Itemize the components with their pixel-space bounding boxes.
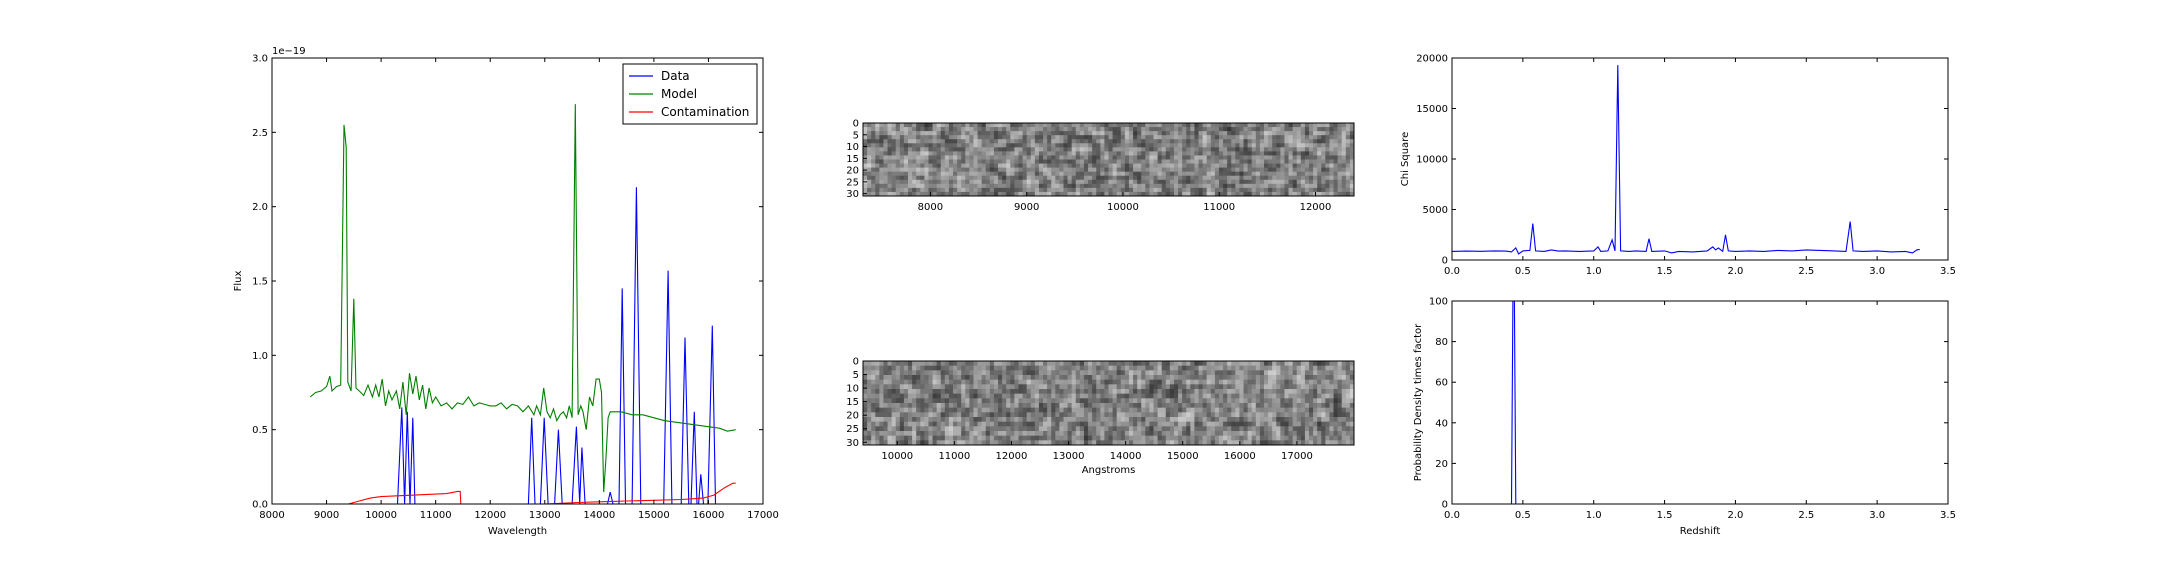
chisq-series-line-0: [1451, 65, 1920, 255]
image-top-x-tick-label: 12000: [1300, 202, 1332, 213]
chisq-y-tick-label: 15000: [1416, 104, 1448, 115]
legend-label-contamination: Contamination: [661, 105, 749, 119]
image-top-y-tick-label: 20: [846, 166, 859, 177]
spectrum-legend: Data Model Contamination: [622, 63, 758, 125]
image-bottom-x-axis-label: Angstroms: [1082, 465, 1136, 476]
legend-label-data: Data: [661, 69, 690, 83]
image-bottom-y-tick-label: 10: [846, 384, 859, 395]
image-top-x-tick-label: 8000: [918, 202, 943, 213]
spectrum-y-tick-label: 1.0: [252, 351, 268, 362]
pdf-x-tick-label: 0.5: [1515, 510, 1531, 521]
spectrum-x-axis-label: Wavelength: [488, 526, 547, 537]
spectrum-x-tick-label: 16000: [693, 510, 725, 521]
pdf-plot-area: [1452, 301, 1948, 504]
spectrum-y-tick-label: 2.0: [252, 202, 268, 213]
chisq-x-tick-label: 0.0: [1444, 266, 1460, 277]
chisq-plot-area: [1452, 58, 1948, 260]
pdf-y-tick-label: 80: [1435, 337, 1448, 348]
spectrum-x-tick-label: 9000: [314, 510, 339, 521]
spectrum-x-tick-label: 13000: [529, 510, 561, 521]
pdf-y-axis-label: Probability Density times factor: [1413, 323, 1424, 481]
image-bottom-x-tick-label: 11000: [938, 451, 970, 462]
chisq-x-tick-label: 0.5: [1515, 266, 1531, 277]
pdf-x-tick-label: 2.5: [1798, 510, 1814, 521]
pdf-y-tick-label: 60: [1435, 378, 1448, 389]
image-bottom-x-tick-label: 14000: [1110, 451, 1142, 462]
pdf-frame: [1451, 300, 1949, 505]
image-top-y-tick-label: 30: [846, 189, 859, 200]
pdf-x-tick-label: 1.0: [1586, 510, 1602, 521]
pdf-x-tick-label: 1.5: [1657, 510, 1673, 521]
spectrum-series-line-model: [309, 104, 736, 493]
chisq-y-tick-label: 10000: [1416, 155, 1448, 166]
spectrum-offset-text: 1e−19: [272, 46, 306, 57]
image-bottom-x-tick-label: 17000: [1281, 451, 1313, 462]
image-top-x-tick-label: 9000: [1014, 202, 1039, 213]
image-bottom-x-tick-label: 10000: [881, 451, 913, 462]
spectrum-series-line-data: [396, 187, 717, 505]
spectrum-y-tick-label: 1.5: [252, 277, 268, 288]
spectrum-x-tick-label: 15000: [638, 510, 670, 521]
spectrum-x-tick-label: 12000: [474, 510, 506, 521]
spectrum-chart: 8000 9000 10000 11000 12000 13000 14000 15000 16…: [233, 46, 779, 537]
image-top-pixels: [863, 123, 1355, 197]
spectrum-y-axis-label: Flux: [233, 271, 244, 292]
chisq-x-tick-label: 2.0: [1727, 266, 1743, 277]
pdf-x-tick-label: 3.0: [1869, 510, 1885, 521]
spectrum-plot-area: [272, 58, 763, 504]
image-top-x-tick-label: 11000: [1203, 202, 1235, 213]
image-top-x-tick-label: 10000: [1107, 202, 1139, 213]
spectrum-y-tick-label: 3.0: [252, 54, 268, 65]
image-top-y-tick-label: 15: [846, 154, 859, 165]
spectrum-x-tick-label: 11000: [420, 510, 452, 521]
image-top-y-tick-label: 5: [853, 130, 859, 141]
chisq-x-tick-label: 3.5: [1940, 266, 1956, 277]
pdf-x-axis-label: Redshift: [1680, 526, 1721, 537]
pdf-y-tick-label: 100: [1429, 297, 1448, 308]
image-bottom-y-tick-label: 0: [853, 357, 859, 368]
spectrum-y-tick-label: 0.5: [252, 425, 268, 436]
pdf-x-tick-label: 3.5: [1940, 510, 1956, 521]
spectrum-2d-image-bottom: 10000 11000 12000 13000 14000 15000 16000 17000…: [846, 357, 1355, 476]
chisq-x-tick-label: 3.0: [1869, 266, 1885, 277]
chisq-y-tick-label: 0: [1442, 256, 1448, 267]
image-top-y-tick-label: 10: [846, 142, 859, 153]
probability-density-chart: 0.0 0.5 1.0 1.5 2.0 2.5 3.0 3.5 0 20 40 60 80 100 Reds…: [1413, 297, 1956, 538]
image-bottom-x-tick-label: 13000: [1053, 451, 1085, 462]
spectrum-x-tick-label: 8000: [259, 510, 284, 521]
pdf-y-tick-label: 0: [1442, 500, 1448, 511]
chisq-x-tick-label: 1.0: [1586, 266, 1602, 277]
image-bottom-y-tick-label: 15: [846, 397, 859, 408]
pdf-x-tick-label: 2.0: [1727, 510, 1743, 521]
pdf-y-tick-label: 20: [1435, 459, 1448, 470]
chisq-y-axis-label: Chi Square: [1400, 132, 1411, 186]
image-bottom-pixels: [863, 361, 1355, 446]
image-bottom-y-tick-label: 20: [846, 411, 859, 422]
image-bottom-y-tick-label: 5: [853, 370, 859, 381]
image-bottom-y-tick-label: 25: [846, 424, 859, 435]
spectrum-y-tick-label: 2.5: [252, 128, 268, 139]
image-bottom-x-tick-label: 16000: [1224, 451, 1256, 462]
spectrum-x-tick-label: 14000: [583, 510, 615, 521]
chi-square-chart: 0.0 0.5 1.0 1.5 2.0 2.5 3.0 3.5 0 5000 10000 15000 2…: [1400, 54, 1956, 278]
image-top-frame: [862, 122, 1355, 197]
spectrum-x-tick-label: 17000: [747, 510, 779, 521]
spectrum-y-tick-label: 0.0: [252, 500, 268, 511]
image-bottom-frame: [862, 360, 1355, 446]
chisq-x-tick-label: 2.5: [1798, 266, 1814, 277]
chisq-x-tick-label: 1.5: [1657, 266, 1673, 277]
image-bottom-y-tick-label: 30: [846, 438, 859, 449]
image-top-y-tick-label: 0: [853, 119, 859, 130]
image-bottom-x-tick-label: 15000: [1167, 451, 1199, 462]
spectrum-x-tick-label: 10000: [365, 510, 397, 521]
chisq-y-tick-label: 20000: [1416, 54, 1448, 65]
image-bottom-x-tick-label: 12000: [996, 451, 1028, 462]
pdf-y-tick-label: 40: [1435, 418, 1448, 429]
legend-label-model: Model: [661, 87, 697, 101]
pdf-x-tick-label: 0.0: [1444, 510, 1460, 521]
chisq-y-tick-label: 5000: [1423, 205, 1448, 216]
image-top-y-tick-label: 25: [846, 177, 859, 188]
